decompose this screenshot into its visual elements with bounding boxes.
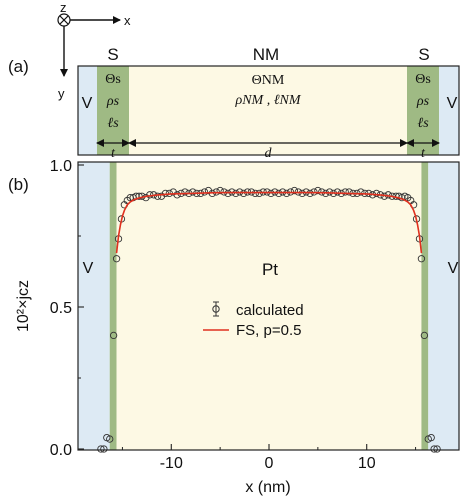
calculated-point bbox=[100, 445, 108, 453]
left-s-ell: ℓs bbox=[107, 116, 119, 131]
calculated-point bbox=[181, 188, 189, 196]
nm-parameters: ΘNM ρNM , ℓNM bbox=[234, 73, 301, 108]
calculated-point bbox=[282, 189, 291, 198]
fs-curve-line bbox=[115, 191, 423, 254]
legend-calculated-marker bbox=[212, 305, 220, 313]
calculated-point bbox=[106, 435, 114, 443]
right-s-ell: ℓs bbox=[417, 116, 429, 131]
left-superlayer-band bbox=[109, 162, 117, 450]
calculated-point bbox=[417, 255, 426, 263]
calculated-point bbox=[420, 331, 429, 340]
left-vacuum-region bbox=[78, 66, 97, 155]
nm-rho-ell: ρNM , ℓNM bbox=[234, 93, 301, 108]
right-vacuum-label: V bbox=[447, 95, 458, 112]
left-t-label: t bbox=[111, 146, 116, 161]
calculated-point bbox=[239, 189, 248, 198]
calculated-point bbox=[189, 188, 197, 196]
right-vacuum-band bbox=[428, 162, 459, 450]
x-tick-label: 10 bbox=[358, 455, 376, 472]
x-axis-label: x bbox=[124, 13, 131, 28]
coordinate-axes: z x y bbox=[57, 0, 131, 101]
calculated-point bbox=[251, 189, 259, 198]
right-vacuum-region bbox=[439, 66, 459, 155]
x-tick-label: 0 bbox=[265, 455, 274, 472]
plot-regions bbox=[78, 162, 459, 450]
calculated-point bbox=[357, 188, 365, 196]
calculated-point bbox=[153, 192, 162, 200]
calculated-point bbox=[275, 189, 283, 198]
calculated-point bbox=[433, 445, 441, 453]
calculated-point bbox=[232, 189, 240, 198]
left-vacuum-label-b: V bbox=[83, 260, 94, 277]
left-vacuum-label: V bbox=[82, 95, 93, 112]
left-s-theta: Θs bbox=[105, 72, 121, 87]
nm-theta: ΘNM bbox=[252, 73, 285, 88]
y-tick-label: 1.0 bbox=[50, 158, 72, 175]
left-s-title: S bbox=[107, 45, 118, 64]
calculated-point bbox=[314, 186, 322, 195]
right-superlayer-band bbox=[421, 162, 429, 450]
calculated-point bbox=[325, 188, 334, 196]
calculated-point bbox=[255, 189, 263, 198]
panel-a: (a) S NM S V V Θs ρs ℓs Θs ρs ℓs ΘNM ρNM… bbox=[8, 45, 460, 161]
right-s-rho: ρs bbox=[416, 94, 430, 109]
calculated-point bbox=[341, 188, 349, 196]
z-axis-label: z bbox=[60, 0, 67, 15]
plot-series bbox=[97, 186, 441, 453]
calculated-point bbox=[427, 433, 435, 442]
x-tick-label: -10 bbox=[160, 455, 183, 472]
z-axis-cross bbox=[59, 15, 69, 25]
calculated-point bbox=[267, 189, 275, 198]
legend-fs-label: FS, p=0.5 bbox=[236, 322, 301, 339]
x-axis-title: x (nm) bbox=[245, 479, 290, 496]
calculated-point bbox=[345, 188, 353, 196]
calculated-point bbox=[135, 192, 143, 200]
y-axis-title: 10²×jcz bbox=[15, 280, 32, 332]
panel-a-label: (a) bbox=[8, 57, 29, 76]
calculated-point bbox=[112, 255, 121, 263]
left-s-rho: ρs bbox=[106, 94, 120, 109]
panel-b: (b) 0.0 0.5 1.0 -10 0 10 V V Pt calculated FS… bbox=[8, 158, 460, 496]
calculated-point bbox=[298, 189, 306, 198]
calculated-point bbox=[372, 189, 381, 198]
panel-b-label: (b) bbox=[8, 175, 29, 194]
y-tick-label: 0.0 bbox=[50, 442, 72, 459]
right-vacuum-label-b: V bbox=[448, 260, 459, 277]
y-axis-label: y bbox=[58, 86, 65, 101]
calculated-point bbox=[200, 188, 209, 196]
calculated-point bbox=[97, 445, 105, 453]
legend-calculated-label: calculated bbox=[236, 302, 304, 319]
right-t-label: t bbox=[421, 146, 426, 161]
y-tick-label: 0.5 bbox=[50, 300, 72, 317]
right-s-theta: Θs bbox=[415, 72, 431, 87]
plot-axes: 0.0 0.5 1.0 -10 0 10 bbox=[50, 158, 417, 472]
normal-metal-band bbox=[116, 162, 422, 450]
calculated-point bbox=[173, 191, 181, 199]
nm-title: NM bbox=[253, 45, 279, 64]
calculated-point bbox=[109, 331, 118, 340]
legend: calculated FS, p=0.5 bbox=[203, 301, 304, 339]
left-vacuum-band bbox=[78, 162, 110, 450]
calculated-point bbox=[333, 188, 342, 196]
material-label: Pt bbox=[262, 260, 278, 279]
calculated-point bbox=[290, 186, 299, 195]
calculated-point bbox=[216, 186, 224, 195]
d-label: d bbox=[265, 146, 273, 161]
left-s-parameters: Θs ρs ℓs bbox=[105, 72, 121, 131]
calculated-point bbox=[430, 445, 438, 453]
right-s-title: S bbox=[418, 45, 429, 64]
right-s-parameters: Θs ρs ℓs bbox=[415, 72, 431, 131]
panel-a-frame bbox=[77, 65, 460, 156]
